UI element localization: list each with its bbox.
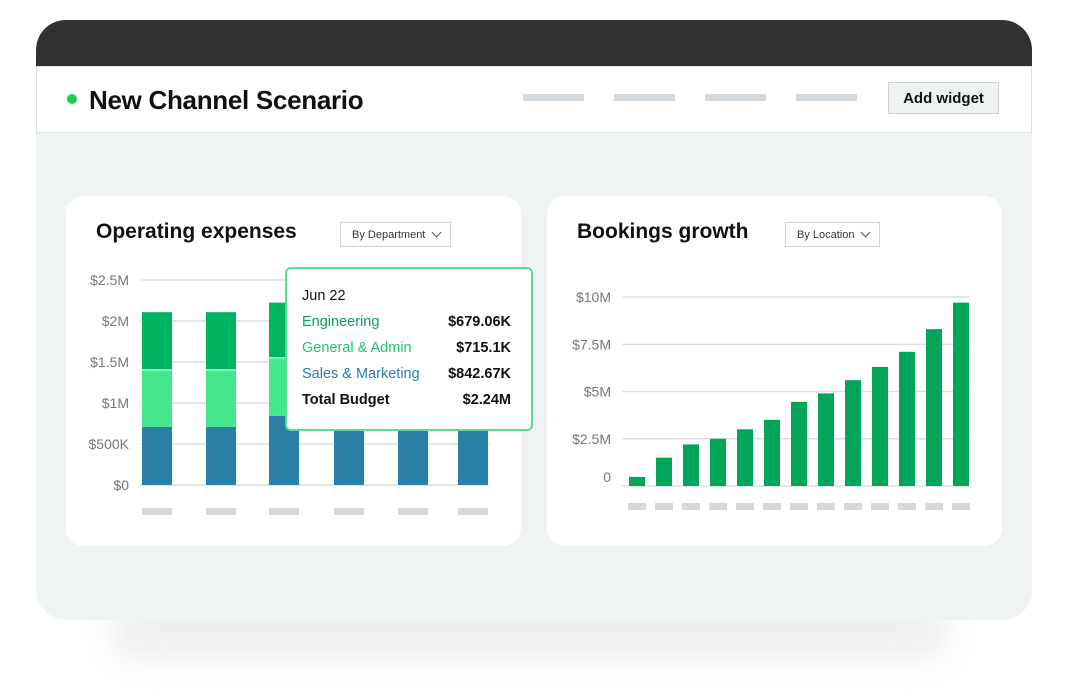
nav-placeholder-2[interactable]: [614, 94, 675, 101]
x-label-placeholder: [871, 503, 889, 510]
nav-placeholder-4[interactable]: [796, 94, 857, 101]
x-label-placeholder: [898, 503, 916, 510]
dropdown-label: By Department: [352, 228, 426, 241]
bookings-growth-chart: 0 $2.5M $5M $7.5M $10M: [572, 289, 970, 510]
bar-segment-sales-marketing: [398, 430, 428, 485]
x-label-placeholder: [736, 503, 754, 510]
bar-segment-sales-marketing: [334, 430, 364, 485]
tooltip-value: $715.1K: [456, 340, 511, 356]
tooltip-row-total-budget: Total Budget $2.24M: [302, 392, 511, 408]
x-label-placeholder: [952, 503, 970, 510]
bar: [953, 302, 969, 486]
tooltip-value: $2.24M: [462, 392, 511, 408]
tooltip-row-sales-marketing: Sales & Marketing $842.67K: [302, 366, 511, 382]
x-label-placeholder: [817, 503, 835, 510]
window-titlebar: [36, 20, 1032, 66]
tooltip-row-general-admin: General & Admin $715.1K: [302, 340, 511, 356]
chevron-down-icon: [861, 227, 871, 238]
x-label-placeholder: [709, 503, 727, 510]
bar-segment-sales-marketing: [206, 426, 236, 485]
y-tick-label: $2.5M: [572, 431, 611, 447]
x-label-placeholder: [142, 508, 172, 515]
chart-tooltip: Jun 22 Engineering $679.06K General & Ad…: [285, 267, 533, 431]
y-tick-label: $1M: [102, 395, 129, 411]
bar-segment-general-admin: [142, 370, 172, 427]
y-tick-label: $5M: [584, 384, 611, 400]
bar-segment-sales-marketing: [458, 430, 488, 485]
bar: [710, 438, 726, 486]
x-label-placeholder: [628, 503, 646, 510]
x-label-placeholder: [398, 508, 428, 515]
y-tick-label: $10M: [576, 289, 611, 305]
bar-segment-general-admin: [206, 370, 236, 427]
status-dot: [67, 94, 77, 104]
x-label-placeholder: [655, 503, 673, 510]
tooltip-label: Engineering: [302, 314, 380, 330]
bar-segment-sales-marketing: [142, 426, 172, 485]
app-window: New Channel Scenario Add widget $0 $500K $…: [36, 20, 1032, 620]
bookings-growth-card: 0 $2.5M $5M $7.5M $10M Bookings growth By Lo…: [547, 196, 1002, 546]
page-title: New Channel Scenario: [89, 85, 364, 115]
tooltip-label: Total Budget: [302, 392, 390, 408]
tooltip-value: $679.06K: [448, 314, 511, 330]
location-dropdown[interactable]: By Location: [785, 222, 881, 247]
nav-placeholder-3[interactable]: [705, 94, 766, 101]
bar: [926, 329, 942, 486]
bar: [629, 476, 645, 486]
tooltip-value: $842.67K: [448, 366, 511, 382]
bar: [818, 393, 834, 486]
bar: [872, 366, 888, 486]
y-tick-label: $7.5M: [572, 336, 611, 352]
department-dropdown[interactable]: By Department: [340, 222, 452, 247]
y-tick-label: $2.5M: [90, 272, 129, 288]
bar: [683, 444, 699, 486]
x-label-placeholder: [790, 503, 808, 510]
x-label-placeholder: [844, 503, 862, 510]
tooltip-row-engineering: Engineering $679.06K: [302, 314, 511, 330]
bar: [737, 429, 753, 486]
x-label-placeholder: [682, 503, 700, 510]
bar: [764, 419, 780, 486]
bar: [845, 380, 861, 486]
bar-segment-engineering: [206, 312, 236, 370]
x-label-placeholder: [269, 508, 299, 515]
bar-segment-engineering: [142, 312, 172, 370]
x-label-placeholder: [458, 508, 488, 515]
x-label-placeholder: [925, 503, 943, 510]
nav-placeholder-1[interactable]: [523, 94, 584, 101]
page-header: New Channel Scenario Add widget: [36, 66, 1032, 133]
card-title: Operating expenses: [96, 220, 297, 243]
tooltip-label: General & Admin: [302, 340, 412, 356]
tooltip-date: Jun 22: [302, 288, 346, 304]
y-tick-label: $0: [113, 477, 129, 493]
bar: [656, 457, 672, 486]
x-label-placeholder: [763, 503, 781, 510]
y-tick-label: $2M: [102, 313, 129, 329]
chevron-down-icon: [431, 227, 442, 238]
dropdown-label: By Location: [797, 228, 855, 241]
x-label-placeholder: [334, 508, 364, 515]
bar: [899, 351, 915, 486]
bar: [791, 401, 807, 486]
tooltip-label: Sales & Marketing: [302, 366, 420, 382]
x-label-placeholder: [206, 508, 236, 515]
y-tick-label: 0: [603, 469, 611, 485]
add-widget-button[interactable]: Add widget: [888, 82, 999, 114]
card-title: Bookings growth: [577, 220, 749, 243]
y-tick-label: $500K: [89, 436, 130, 452]
y-tick-label: $1.5M: [90, 354, 129, 370]
